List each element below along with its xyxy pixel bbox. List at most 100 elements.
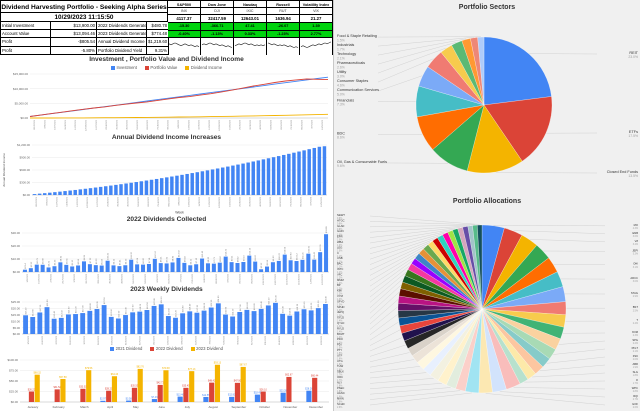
svg-text:7/14/2022: 7/14/2022 bbox=[158, 196, 160, 207]
svg-text:$26.10: $26.10 bbox=[260, 388, 268, 391]
summary-label: 2023 Dividends Generated bbox=[97, 30, 147, 39]
svg-text:1.0%: 1.0% bbox=[337, 234, 342, 236]
svg-text:ORC: ORC bbox=[337, 375, 343, 379]
legend-label: 2022 Dividend bbox=[155, 346, 183, 351]
bar-chart-canvas: $1,200.00 $900.00 $600.00 $300.00 $0.00 8/12/… bbox=[2, 143, 327, 215]
market-indices: S&P500 INX 4117.37 -15.30 -0.40% Dow Jon… bbox=[168, 0, 333, 55]
svg-text:1.7%: 1.7% bbox=[633, 383, 638, 385]
svg-text:8/18/2022: 8/18/2022 bbox=[216, 273, 218, 284]
chart-portfolio-allocations[interactable]: Portfolio Allocations MO 4.3% ENB 3.6% VZ 3.4… bbox=[334, 197, 640, 411]
svg-text:1.3%: 1.3% bbox=[337, 299, 342, 301]
svg-text:2.3%: 2.3% bbox=[633, 335, 638, 337]
svg-text:3.1%: 3.1% bbox=[633, 267, 638, 269]
svg-text:$1,200.00: $1,200.00 bbox=[17, 143, 30, 147]
index-name: Russell bbox=[267, 0, 299, 8]
svg-text:AGNC: AGNC bbox=[337, 391, 345, 395]
svg-text:$7.04: $7.04 bbox=[137, 257, 139, 263]
svg-text:$77.13: $77.13 bbox=[188, 368, 196, 371]
left-pane: Dividend Harvesting Portfolio - Seeking … bbox=[0, 0, 333, 411]
chart-investment-portfolio-dividend[interactable]: Investment , Portfolio Value and Dividen… bbox=[0, 55, 333, 133]
svg-text:$16.40: $16.40 bbox=[283, 305, 285, 312]
svg-text:$9.23: $9.23 bbox=[243, 255, 245, 261]
summary-label: Profit bbox=[1, 46, 51, 55]
svg-text:$12.83: $12.83 bbox=[228, 394, 236, 397]
svg-text:$17.90: $17.90 bbox=[240, 304, 242, 311]
svg-text:7/14/2022: 7/14/2022 bbox=[157, 119, 159, 130]
svg-text:October: October bbox=[259, 405, 270, 409]
index-change-pct: 2.77% bbox=[300, 30, 332, 38]
svg-text:$17.00: $17.00 bbox=[83, 305, 85, 312]
svg-text:5/26/2022: 5/26/2022 bbox=[145, 273, 147, 284]
svg-text:2/2/2023: 2/2/2023 bbox=[56, 335, 58, 344]
svg-text:GOF: GOF bbox=[632, 402, 638, 406]
svg-text:12/2/2021: 12/2/2021 bbox=[75, 119, 77, 130]
svg-text:2/23/2023: 2/23/2023 bbox=[240, 119, 242, 130]
svg-text:T: T bbox=[636, 318, 638, 322]
svg-text:12/2/2021: 12/2/2021 bbox=[77, 196, 79, 207]
chart-annual-dividend-income[interactable]: Annual Dividend Income Increases $1,200.… bbox=[0, 133, 333, 215]
svg-text:3.4%: 3.4% bbox=[633, 244, 638, 246]
svg-text:$13.46: $13.46 bbox=[177, 393, 185, 396]
svg-text:1.5%: 1.5% bbox=[337, 38, 345, 42]
svg-text:1.1%: 1.1% bbox=[337, 256, 342, 258]
svg-text:$12.55: $12.55 bbox=[202, 394, 210, 397]
svg-text:6/15/2023: 6/15/2023 bbox=[281, 119, 283, 130]
svg-text:2.6%: 2.6% bbox=[337, 407, 342, 409]
index-column-vix: Volatility Index VIX 21.27 1.39 2.77% bbox=[300, 0, 333, 55]
svg-text:$24.10: $24.10 bbox=[161, 296, 163, 303]
svg-text:August: August bbox=[208, 405, 218, 409]
svg-text:2.4%: 2.4% bbox=[633, 323, 638, 325]
svg-text:January: January bbox=[28, 405, 39, 409]
svg-text:VFC: VFC bbox=[337, 272, 342, 276]
svg-text:3.3%: 3.3% bbox=[633, 253, 638, 255]
svg-text:$35.55: $35.55 bbox=[131, 385, 139, 388]
summary-value: 9.31% bbox=[147, 46, 169, 55]
svg-text:1.7%: 1.7% bbox=[337, 380, 342, 382]
svg-text:12/30/2021: 12/30/2021 bbox=[87, 196, 89, 208]
svg-text:USB: USB bbox=[337, 256, 343, 260]
svg-text:$15.20: $15.20 bbox=[26, 307, 28, 314]
svg-text:$18.30: $18.30 bbox=[297, 303, 299, 310]
svg-text:$18.45: $18.45 bbox=[254, 391, 262, 394]
summary-row: Initial Investment $13,900.00 2022 Divid… bbox=[0, 22, 169, 31]
svg-text:0.9%: 0.9% bbox=[337, 218, 342, 220]
svg-text:$0.00: $0.00 bbox=[13, 270, 21, 274]
svg-text:$14.20: $14.20 bbox=[233, 308, 235, 315]
svg-text:$60.44: $60.44 bbox=[311, 375, 319, 378]
summary-label: 2022 Dividends Generated bbox=[97, 22, 147, 31]
svg-text:November: November bbox=[283, 405, 297, 409]
chart-title: Annual Dividend Income Increases bbox=[111, 134, 222, 141]
chart-2023-weekly-dividends[interactable]: 2023 Weekly Dividends $25.00 $20.00 $15.00… bbox=[0, 285, 333, 345]
svg-text:8/12/2021: 8/12/2021 bbox=[36, 196, 38, 207]
svg-text:4/21/2022: 4/21/2022 bbox=[127, 119, 129, 130]
chart-legend: Investment Portfolio Value Dividend Inco… bbox=[0, 64, 333, 71]
chart-2022-dividends[interactable]: 2022 Dividends Collected $30.00 $20.00 $10… bbox=[0, 215, 333, 285]
svg-text:6/16/2022: 6/16/2022 bbox=[147, 119, 149, 130]
svg-text:$13.80: $13.80 bbox=[33, 309, 35, 316]
svg-text:XYLD: XYLD bbox=[337, 316, 344, 320]
svg-text:$10.83: $10.83 bbox=[291, 252, 293, 259]
chart-portfolio-sectors[interactable]: Portfolio Sectors REIT 23.0% ETFs 17.5% Clos… bbox=[334, 3, 640, 197]
svg-text:$0.00: $0.00 bbox=[11, 400, 19, 404]
svg-text:Technology: Technology bbox=[337, 52, 356, 56]
svg-text:$600.00: $600.00 bbox=[20, 168, 31, 172]
sparkline bbox=[267, 42, 299, 48]
svg-text:$13.90: $13.90 bbox=[111, 308, 113, 315]
svg-text:8/3/2023: 8/3/2023 bbox=[237, 335, 239, 344]
svg-text:1.9%: 1.9% bbox=[337, 396, 342, 398]
svg-text:1.7%: 1.7% bbox=[337, 375, 342, 377]
svg-text:$25.00: $25.00 bbox=[9, 390, 18, 394]
svg-text:$6.12: $6.12 bbox=[113, 258, 115, 264]
svg-text:12/29/2022: 12/29/2022 bbox=[219, 196, 221, 208]
chart-monthly-dividends-by-year[interactable]: 2021 Dividend 2022 Dividend 2023 Dividen… bbox=[0, 345, 333, 410]
svg-text:1/27/2022: 1/27/2022 bbox=[96, 119, 98, 130]
svg-text:1.6%: 1.6% bbox=[337, 364, 342, 366]
svg-text:SLG: SLG bbox=[633, 370, 638, 374]
summary-value: -$805.54 bbox=[51, 38, 97, 47]
svg-text:7.3%: 7.3% bbox=[337, 103, 345, 107]
svg-text:$11.32: $11.32 bbox=[131, 251, 133, 258]
summary-table: Dividend Harvesting Portfolio - Seeking … bbox=[0, 0, 169, 55]
index-column-russell: Russell RUT 1636.94 -26.07 -1.23% bbox=[267, 0, 300, 55]
svg-text:7/21/2022: 7/21/2022 bbox=[192, 273, 194, 284]
svg-text:8/31/2023: 8/31/2023 bbox=[265, 335, 267, 345]
